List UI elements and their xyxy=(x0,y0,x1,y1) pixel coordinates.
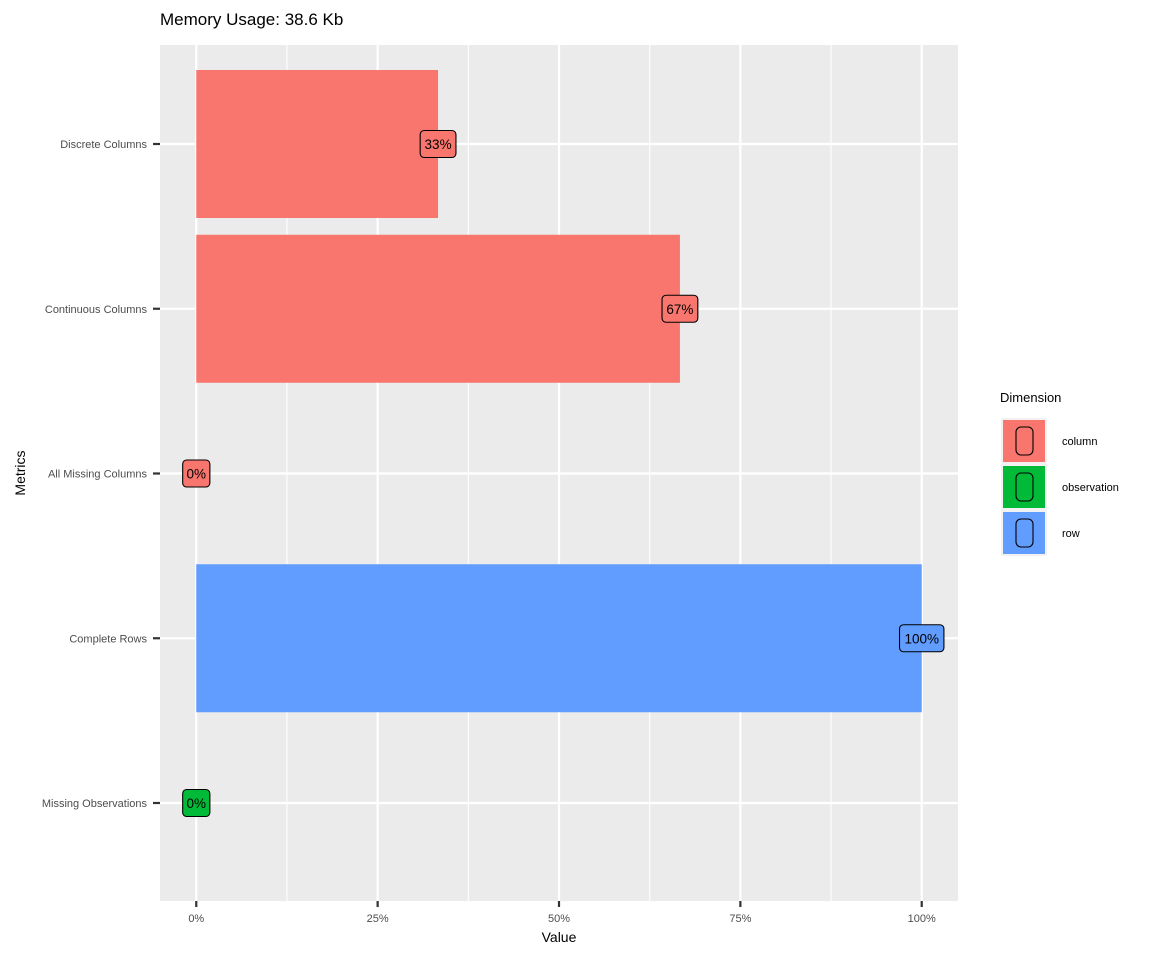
bar-label-text: 0% xyxy=(187,467,207,482)
legend-key-label-icon xyxy=(1015,426,1034,456)
y-axis: Discrete Columns Continuous Columns All Mi… xyxy=(42,139,160,810)
bar-labels: 33% 67% 0% 100% 0% xyxy=(182,129,945,818)
legend: Dimension column observation row xyxy=(1000,390,1119,556)
y-tick-label: Missing Observations xyxy=(42,798,148,810)
x-tick-label: 75% xyxy=(729,913,751,925)
bar-label-text: 0% xyxy=(187,796,207,811)
bar-label-box xyxy=(898,624,945,653)
bar xyxy=(196,234,680,383)
bar-label: 100% xyxy=(898,624,945,653)
bars xyxy=(196,70,922,713)
x-tick-label: 50% xyxy=(548,913,570,925)
bar xyxy=(196,70,439,218)
legend-title: Dimension xyxy=(1000,390,1061,405)
legend-entry: column xyxy=(1001,418,1097,464)
legend-entry: observation xyxy=(1001,464,1119,510)
y-tick-label: Continuous Columns xyxy=(45,304,148,316)
x-tick-label: 100% xyxy=(908,913,936,925)
bar-label: 0% xyxy=(182,459,211,488)
bar-label-box xyxy=(182,459,211,488)
bar-label-text: 67% xyxy=(666,302,693,317)
y-axis-title: Metrics xyxy=(12,450,28,495)
legend-entry-label: column xyxy=(1062,436,1097,448)
legend-key-label-icon xyxy=(1015,472,1034,502)
chart-title: Memory Usage: 38.6 Kb xyxy=(160,10,344,29)
y-tick-label: All Missing Columns xyxy=(48,469,148,481)
y-tick-label: Complete Rows xyxy=(69,633,147,645)
bar-label-box xyxy=(661,294,699,323)
x-axis: 0% 25% 50% 75% 100% xyxy=(188,901,936,925)
bar xyxy=(196,564,922,713)
bar-label-text: 33% xyxy=(425,137,452,152)
bar-label-text: 100% xyxy=(904,631,939,646)
legend-key-swatch xyxy=(1003,466,1045,508)
x-tick-label: 0% xyxy=(188,913,204,925)
bar-label: 0% xyxy=(182,788,211,818)
bar-label-box xyxy=(419,129,457,159)
bar-label: 67% xyxy=(661,294,699,323)
y-tick-label: Discrete Columns xyxy=(60,139,147,151)
x-axis-title: Value xyxy=(542,929,577,945)
legend-entry: row xyxy=(1001,510,1080,556)
legend-key-swatch xyxy=(1003,512,1045,554)
legend-key-swatch xyxy=(1003,420,1045,462)
legend-entry-label: row xyxy=(1062,528,1080,540)
x-tick-label: 25% xyxy=(367,913,389,925)
bar-label: 33% xyxy=(419,129,457,159)
legend-entry-label: observation xyxy=(1062,482,1119,494)
legend-key-label-icon xyxy=(1015,518,1034,548)
bar-label-box xyxy=(182,788,211,818)
